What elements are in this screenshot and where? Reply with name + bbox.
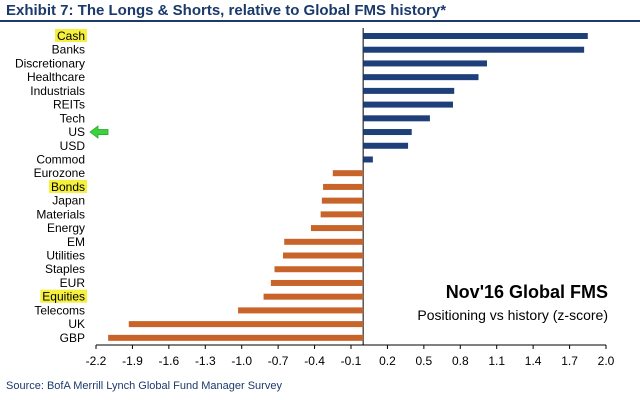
bar-uk xyxy=(128,321,364,328)
category-label-materials: Materials xyxy=(36,207,85,221)
bar-em xyxy=(284,238,364,245)
category-label-cash: Cash xyxy=(57,29,85,43)
x-tick-label: -0.4 xyxy=(304,354,325,368)
x-tick-label: 1.4 xyxy=(525,354,542,368)
highlight-equities xyxy=(40,289,87,303)
x-tick-label: 0.2 xyxy=(379,354,396,368)
bar-bonds xyxy=(323,183,364,190)
bar-gbp xyxy=(108,334,364,341)
x-tick-label: 1.7 xyxy=(561,354,578,368)
x-tick-label: -1.9 xyxy=(122,354,143,368)
bar-banks xyxy=(363,46,585,53)
bar-eurozone xyxy=(332,170,364,177)
x-tick-label: -2.2 xyxy=(86,354,107,368)
pointer-arrow-icon xyxy=(89,125,109,139)
category-label-bonds: Bonds xyxy=(51,180,85,194)
category-label-commod: Commod xyxy=(36,152,85,166)
bar-utilities xyxy=(283,252,364,259)
category-label-us: US xyxy=(68,125,85,139)
category-label-staples: Staples xyxy=(45,262,85,276)
category-label-industrials: Industrials xyxy=(30,84,85,98)
bar-materials xyxy=(320,211,364,218)
bar-usd xyxy=(363,142,409,149)
chart-title: Exhibit 7: The Longs & Shorts, relative … xyxy=(6,2,447,19)
x-tick-label: -1.3 xyxy=(195,354,216,368)
category-label-eurozone: Eurozone xyxy=(34,166,86,180)
category-label-tech: Tech xyxy=(60,111,85,125)
x-tick-label: 2.0 xyxy=(598,354,615,368)
bar-discretionary xyxy=(363,60,487,67)
bar-industrials xyxy=(363,87,455,94)
annotation-subtitle: Positioning vs history (z-score) xyxy=(417,307,608,323)
category-label-energy: Energy xyxy=(47,221,85,235)
bar-eur xyxy=(270,279,364,286)
bar-staples xyxy=(274,266,364,273)
annotation-title: Nov'16 Global FMS xyxy=(445,282,608,302)
category-label-discretionary: Discretionary xyxy=(15,56,85,70)
bar-telecoms xyxy=(238,307,364,314)
x-tick-label: 0.5 xyxy=(416,354,433,368)
x-tick-label: 0.8 xyxy=(452,354,469,368)
category-label-telecoms: Telecoms xyxy=(34,303,85,317)
category-label-utilities: Utilities xyxy=(46,249,85,263)
bar-reits xyxy=(363,101,453,108)
bar-us xyxy=(363,129,412,136)
x-tick-label: -0.1 xyxy=(341,354,362,368)
category-label-em: EM xyxy=(67,235,85,249)
x-tick-label: -1.6 xyxy=(159,354,180,368)
source-note: Source: BofA Merrill Lynch Global Fund M… xyxy=(6,380,282,392)
bar-tech xyxy=(363,115,430,122)
x-tick-label: -1.0 xyxy=(231,354,252,368)
x-tick-label: 1.1 xyxy=(488,354,505,368)
highlight-bonds xyxy=(48,179,87,193)
category-label-eur: EUR xyxy=(60,276,86,290)
title-rule xyxy=(0,20,640,22)
x-tick-label: -0.7 xyxy=(268,354,289,368)
bar-commod xyxy=(363,156,373,163)
bar-cash xyxy=(363,33,588,39)
category-label-healthcare: Healthcare xyxy=(27,70,85,84)
category-label-equities: Equities xyxy=(42,290,85,304)
category-label-uk: UK xyxy=(68,317,85,331)
chart-annotation: Nov'16 Global FMS Positioning vs history… xyxy=(400,282,608,323)
category-label-gbp: GBP xyxy=(60,331,85,345)
category-label-usd: USD xyxy=(60,139,86,153)
bar-energy xyxy=(310,225,364,232)
category-label-reits: REITs xyxy=(53,98,85,112)
highlight-cash xyxy=(54,29,87,42)
category-label-banks: Banks xyxy=(52,43,85,57)
bar-healthcare xyxy=(363,74,479,81)
category-label-japan: Japan xyxy=(52,194,85,208)
bar-japan xyxy=(321,197,364,204)
bar-equities xyxy=(263,293,364,300)
